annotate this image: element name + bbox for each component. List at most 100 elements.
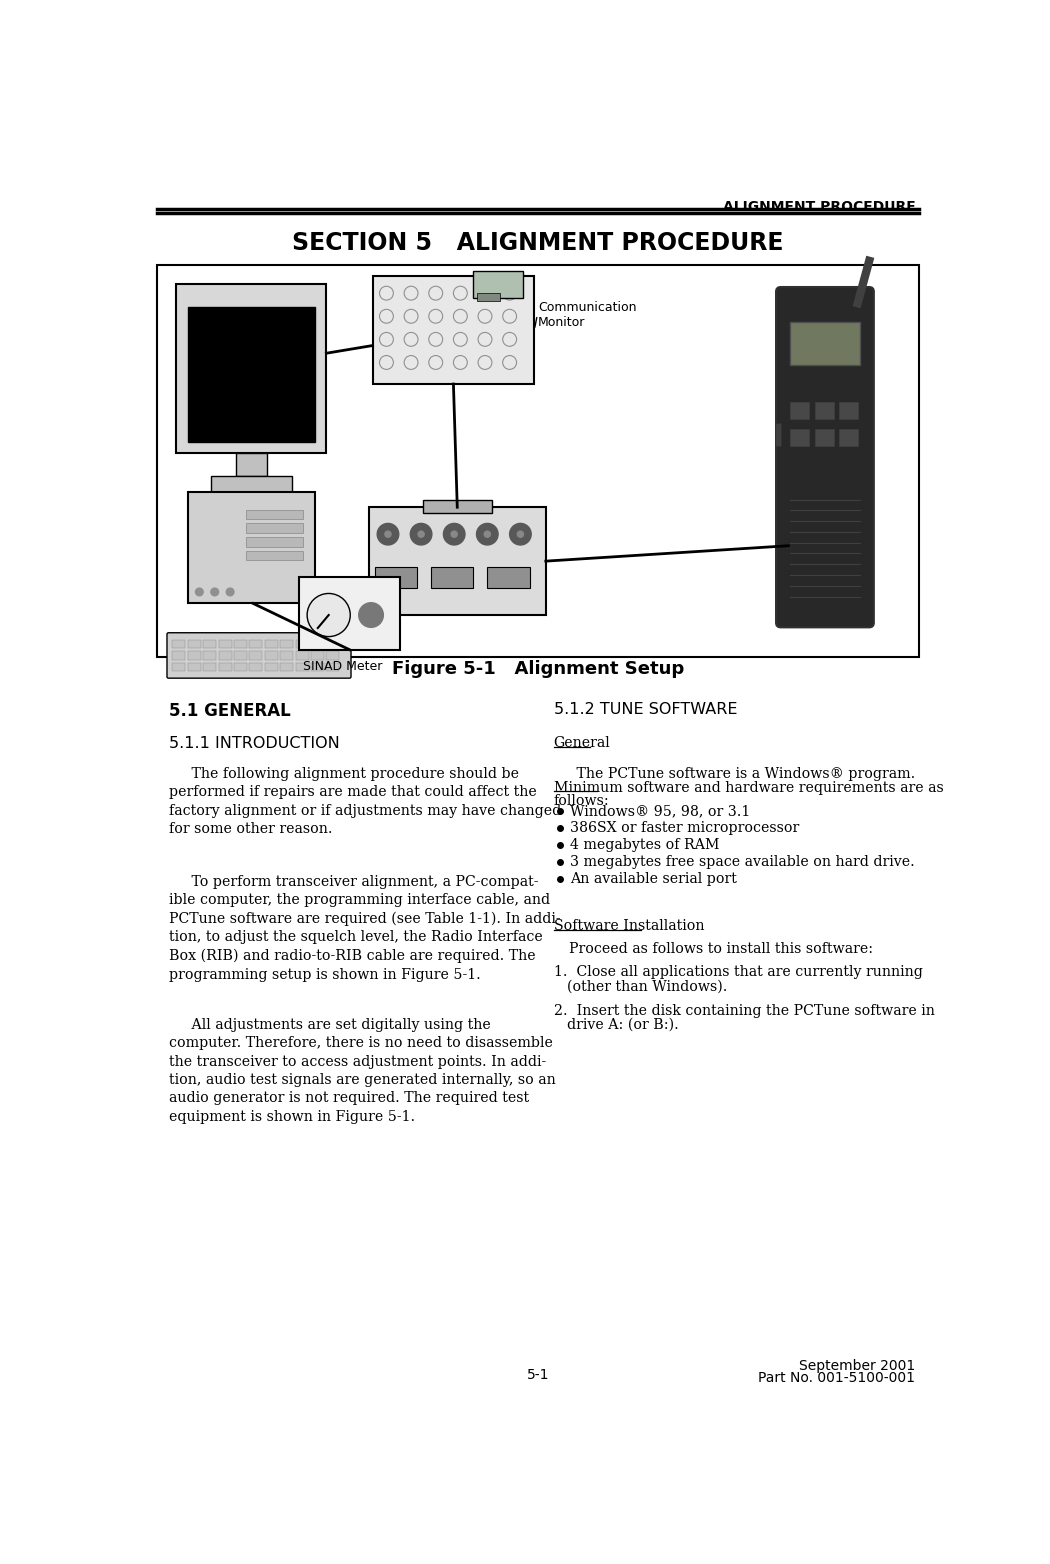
Text: 5.1 GENERAL: 5.1 GENERAL — [168, 702, 290, 719]
Bar — [265, 651, 278, 660]
Text: Minimum software and hardware requirements are as: Minimum software and hardware requiremen… — [553, 780, 943, 795]
Bar — [839, 402, 859, 419]
Text: All adjustments are set digitally using the
computer. Therefore, there is no nee: All adjustments are set digitally using … — [168, 1018, 555, 1125]
Circle shape — [385, 532, 391, 538]
Bar — [373, 277, 534, 385]
Bar — [296, 651, 309, 660]
Bar — [234, 663, 247, 671]
Bar — [188, 663, 201, 671]
Circle shape — [377, 524, 399, 544]
Bar — [188, 307, 315, 441]
Bar — [250, 651, 262, 660]
Bar — [246, 510, 303, 519]
Bar — [477, 292, 500, 300]
Bar — [204, 651, 216, 660]
Bar — [176, 285, 327, 454]
Bar — [790, 322, 860, 364]
Circle shape — [211, 588, 218, 596]
Bar — [204, 663, 216, 671]
Text: To perform transceiver alignment, a PC-compat-
ible computer, the programming in: To perform transceiver alignment, a PC-c… — [168, 874, 560, 982]
Text: An available serial port: An available serial port — [570, 873, 737, 887]
Text: The following alignment procedure should be
performed if repairs are made that c: The following alignment procedure should… — [168, 766, 561, 835]
Bar — [246, 551, 303, 560]
Text: 5-1: 5-1 — [527, 1368, 549, 1383]
Circle shape — [418, 532, 424, 538]
Bar — [296, 640, 309, 647]
Text: Communication
Monitor: Communication Monitor — [538, 300, 636, 328]
Text: The PCTune software is a Windows® program.: The PCTune software is a Windows® progra… — [553, 766, 915, 780]
Bar — [790, 429, 810, 446]
Bar — [236, 454, 267, 477]
Text: 5.1.1 INTRODUCTION: 5.1.1 INTRODUCTION — [168, 737, 339, 751]
Text: 1.  Close all applications that are currently running: 1. Close all applications that are curre… — [553, 965, 922, 979]
Bar — [234, 651, 247, 660]
Bar — [775, 422, 780, 446]
Circle shape — [359, 602, 383, 627]
Text: Software Installation: Software Installation — [553, 920, 705, 934]
Bar — [280, 651, 293, 660]
Circle shape — [195, 588, 203, 596]
Bar — [188, 640, 201, 647]
Text: SECTION 5   ALIGNMENT PROCEDURE: SECTION 5 ALIGNMENT PROCEDURE — [292, 231, 784, 255]
FancyBboxPatch shape — [776, 288, 874, 627]
Bar — [375, 566, 417, 588]
Bar — [280, 663, 293, 671]
Text: Proceed as follows to install this software:: Proceed as follows to install this softw… — [569, 942, 873, 956]
Text: 386SX or faster microprocessor: 386SX or faster microprocessor — [570, 821, 800, 835]
Bar — [250, 663, 262, 671]
Text: follows:: follows: — [553, 795, 609, 809]
FancyBboxPatch shape — [167, 633, 351, 679]
Text: September 2001: September 2001 — [799, 1359, 916, 1373]
Bar — [211, 477, 292, 491]
Circle shape — [518, 532, 524, 538]
Bar — [327, 663, 339, 671]
Bar — [188, 651, 201, 660]
Bar — [265, 663, 278, 671]
Text: 3 megabytes free space available on hard drive.: 3 megabytes free space available on hard… — [570, 856, 916, 870]
Bar — [250, 640, 262, 647]
Text: ALIGNMENT PROCEDURE: ALIGNMENT PROCEDURE — [722, 200, 916, 214]
Bar — [204, 640, 216, 647]
Bar — [218, 663, 232, 671]
Bar — [487, 566, 529, 588]
Bar — [839, 429, 859, 446]
Text: Part No. 001-5100-001: Part No. 001-5100-001 — [758, 1372, 916, 1386]
Bar — [432, 566, 474, 588]
Bar — [369, 507, 546, 615]
Bar — [218, 640, 232, 647]
Bar — [158, 264, 920, 657]
Text: drive A: (or B:).: drive A: (or B:). — [567, 1018, 679, 1032]
Bar — [815, 429, 834, 446]
Bar — [280, 640, 293, 647]
Circle shape — [411, 524, 432, 544]
Bar — [172, 640, 186, 647]
Circle shape — [484, 532, 490, 538]
Bar — [327, 640, 339, 647]
Bar — [311, 663, 324, 671]
Bar — [172, 663, 186, 671]
Bar — [172, 651, 186, 660]
Text: 4 megabytes of RAM: 4 megabytes of RAM — [570, 838, 720, 852]
Circle shape — [307, 593, 351, 637]
Circle shape — [443, 524, 465, 544]
Circle shape — [452, 532, 458, 538]
Circle shape — [477, 524, 498, 544]
Bar — [218, 651, 232, 660]
Bar — [246, 524, 303, 533]
Text: Windows® 95, 98, or 3.1: Windows® 95, 98, or 3.1 — [570, 804, 751, 818]
Bar — [265, 640, 278, 647]
Circle shape — [227, 588, 234, 596]
Bar — [299, 577, 399, 649]
Text: General: General — [553, 737, 610, 749]
Text: 2.  Insert the disk containing the PCTune software in: 2. Insert the disk containing the PCTune… — [553, 1004, 934, 1018]
Text: (other than Windows).: (other than Windows). — [567, 979, 728, 993]
Text: 5.1.2 TUNE SOFTWARE: 5.1.2 TUNE SOFTWARE — [553, 702, 737, 716]
Bar — [311, 651, 324, 660]
Bar — [815, 402, 834, 419]
Bar — [188, 491, 315, 604]
Bar — [246, 538, 303, 546]
Bar — [790, 402, 810, 419]
Circle shape — [509, 524, 531, 544]
Text: SINAD Meter: SINAD Meter — [303, 660, 382, 673]
Bar — [327, 651, 339, 660]
